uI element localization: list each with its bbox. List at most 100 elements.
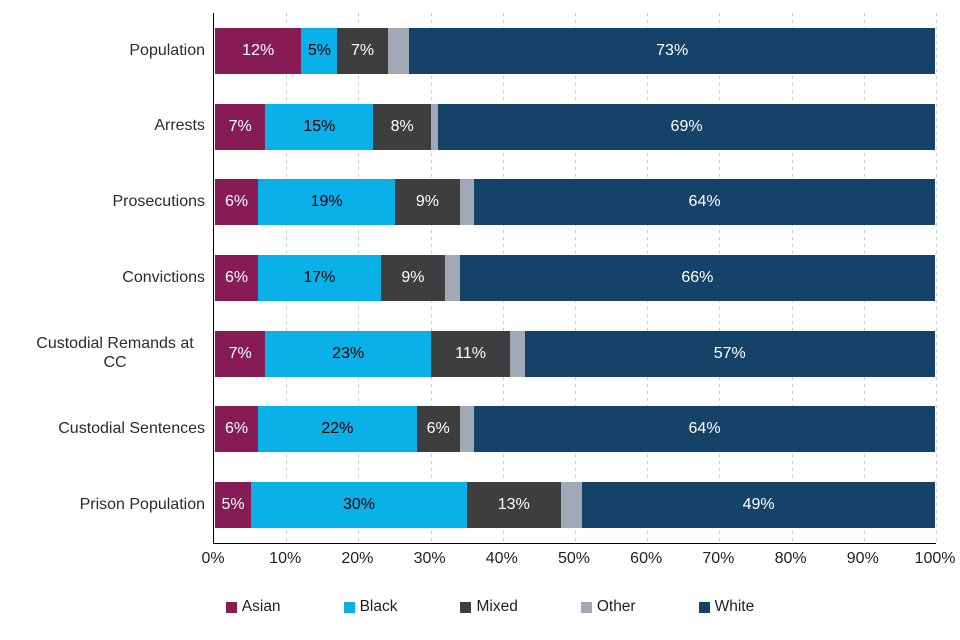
value-label: 7% [351,41,375,59]
bar-segment-black: 22% [258,406,417,453]
category-label-text: Arrests [154,117,205,135]
legend-swatch-other [580,601,592,613]
bar-segment-asian: 6% [215,179,259,226]
bar-segment-other [430,103,439,150]
bar-segment-black: 30% [251,482,467,529]
bar-segment-white: 73% [409,27,935,74]
bar-row: Custodial Sentences 6% 22% 6% 64% [0,392,935,468]
value-label: 5% [307,41,331,59]
value-label: 64% [688,193,721,211]
bar-segment-other [510,330,525,377]
bar-row: Prosecutions 6% 19% 9% 64% [0,164,935,240]
bar-track: 7% 23% 11% 57% [215,330,935,377]
category-label-text: Population [129,41,205,59]
bar-track: 6% 22% 6% 64% [215,406,935,453]
value-label: 64% [688,420,721,438]
value-label: 9% [401,268,425,286]
bar-segment-white: 69% [438,103,935,150]
bar-segment-white: 49% [582,482,935,529]
bar-row: Custodial Remands at CC 7% 23% 11% 57% [0,316,935,392]
bar-track: 12% 5% 7% 73% [215,27,935,74]
value-label: 7% [228,344,252,362]
bar-segment-white: 64% [474,179,935,226]
bar-segment-mixed: 9% [394,179,460,226]
bar-segment-other [560,482,583,529]
x-tick-label: 10% [269,550,302,567]
value-label: 6% [225,193,249,211]
category-label-text: Convictions [122,268,205,286]
category-label: Population [0,42,215,60]
bar-row: Arrests 7% 15% 8% 69% [0,89,935,165]
legend-item-black: Black [343,598,397,616]
value-label: 73% [656,41,689,59]
bar-segment-mixed: 7% [337,27,388,74]
bar-segment-asian: 12% [215,27,302,74]
x-tick-label: 0% [201,550,225,567]
bar-track: 5% 30% 13% 49% [215,482,935,529]
bar-segment-mixed: 6% [416,406,460,453]
bar-segment-asian: 6% [215,254,259,301]
bar-segment-white: 64% [474,406,935,453]
bar-segment-black: 5% [301,27,338,74]
category-label: Arrests [0,117,215,135]
category-label: Prison Population [0,496,215,514]
legend: Asian Black Mixed Other White [10,598,960,616]
value-label: 12% [242,41,275,59]
value-label: 17% [303,268,336,286]
legend-label: Other [596,598,636,615]
x-tick-label: 60% [630,550,663,567]
value-label: 69% [670,117,703,135]
bar-segment-mixed: 13% [467,482,561,529]
bar-segment-black: 15% [265,103,374,150]
legend-item-other: Other [580,598,636,616]
x-tick-label: 20% [341,550,374,567]
bar-segment-other [445,254,460,301]
legend-label: Mixed [476,598,518,615]
value-label: 7% [228,117,252,135]
legend-item-mixed: Mixed [460,598,518,616]
legend-label: White [714,598,755,615]
x-tick-label: 50% [557,550,591,567]
bar-segment-black: 19% [258,179,395,226]
value-label: 6% [426,420,450,438]
legend-item-asian: Asian [225,598,281,616]
value-label: 8% [390,117,414,135]
value-label: 57% [713,344,746,362]
value-label: 13% [497,496,530,514]
category-label-text: Prison Population [79,495,205,513]
category-label: Prosecutions [0,193,215,211]
bar-row: Population 12% 5% 7% 73% [0,13,935,89]
bar-segment-asian: 7% [215,103,266,150]
legend-item-white: White [698,598,755,616]
bar-row: Convictions 6% 17% 9% 66% [0,240,935,316]
legend-label: Asian [241,598,281,615]
value-label: 6% [225,268,249,286]
x-axis: 0% 10% 20% 30% 40% 50% 60% 70% 80% 90% 100% [201,550,955,572]
category-label-text: Prosecutions [112,193,206,211]
value-label: 11% [455,344,486,362]
legend-swatch-white [698,601,710,613]
value-label: 66% [681,268,714,286]
bar-track: 6% 19% 9% 64% [215,179,935,226]
value-label: 49% [742,496,775,514]
bar-segment-white: 66% [459,254,935,301]
bar-segment-mixed: 9% [380,254,446,301]
legend-swatch-asian [225,601,237,613]
bar-segment-other [387,27,410,74]
value-label: 5% [221,496,245,514]
x-tick-label: 100% [914,550,956,567]
legend-swatch-black [343,601,355,613]
bar-segment-white: 57% [524,330,935,377]
bar-segment-asian: 7% [215,330,266,377]
bar-row: Prison Population 5% 30% 13% 49% [0,467,935,543]
bar-segment-black: 17% [258,254,381,301]
x-tick-label: 30% [413,550,446,567]
value-label: 22% [321,420,354,438]
category-label-text: Custodial Remands at CC [36,335,194,371]
value-label: 19% [310,193,343,211]
bar-segment-other [459,406,475,453]
value-label: 15% [303,117,336,135]
bar-segment-other [459,179,475,226]
legend-swatch-mixed [460,601,472,613]
bar-track: 6% 17% 9% 66% [215,254,935,301]
